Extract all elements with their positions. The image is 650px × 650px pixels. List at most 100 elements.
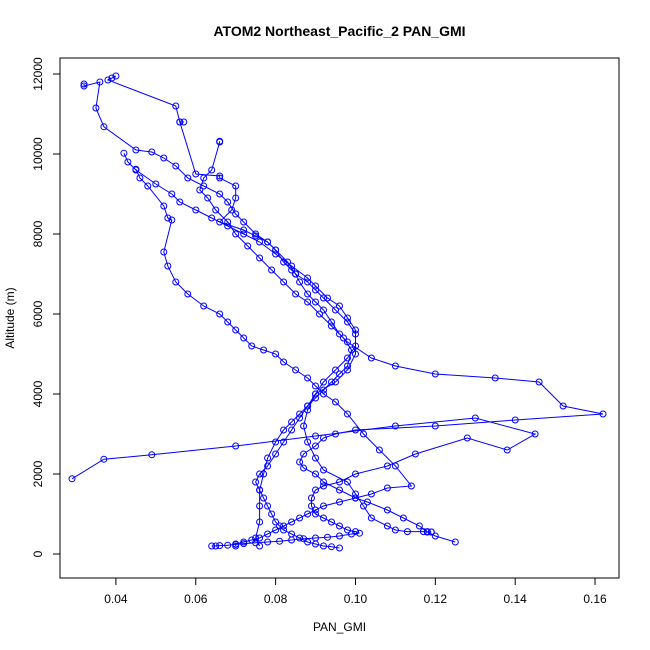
data-point — [320, 514, 327, 522]
data-point — [352, 326, 359, 334]
x-axis: 0.04 0.06 0.08 0.10 0.12 0.14 0.16 — [104, 577, 607, 606]
data-point — [280, 522, 288, 530]
data-point — [296, 458, 304, 466]
data-point — [256, 542, 264, 550]
data-point — [168, 190, 176, 198]
data-point — [280, 526, 288, 534]
data-point — [403, 528, 411, 536]
data-point — [328, 322, 335, 330]
data-point — [112, 72, 120, 80]
data-point — [431, 532, 439, 540]
data-point — [272, 526, 280, 534]
data-point — [304, 438, 312, 446]
data-point — [288, 262, 296, 270]
data-point — [288, 426, 296, 434]
series-line-4 — [123, 152, 356, 549]
data-point — [352, 494, 359, 502]
data-point — [304, 274, 312, 282]
data-point — [260, 346, 268, 354]
series-line-6 — [199, 141, 353, 547]
data-point — [256, 518, 264, 526]
data-point — [200, 174, 208, 182]
data-point — [296, 410, 304, 418]
data-point — [204, 194, 212, 202]
data-point — [240, 538, 248, 546]
x-axis-label: PAN_GMI — [313, 620, 366, 634]
data-point — [176, 118, 184, 126]
data-point — [375, 446, 383, 454]
series-line-1 — [106, 75, 432, 533]
data-point — [391, 526, 399, 534]
data-point — [431, 422, 439, 430]
data-point — [304, 374, 312, 382]
data-point — [491, 374, 499, 382]
data-point — [240, 334, 248, 342]
data-point — [312, 432, 319, 440]
data-point — [272, 450, 280, 458]
data-point — [383, 462, 391, 470]
data-point — [252, 230, 260, 238]
data-point — [324, 533, 331, 541]
data-point — [328, 378, 335, 386]
data-point — [180, 118, 188, 126]
data-point — [148, 148, 156, 156]
data-point — [224, 541, 232, 549]
data-point — [288, 530, 296, 538]
data-point — [92, 104, 100, 112]
y-axis-label: Altitude (m) — [3, 287, 17, 348]
data-point — [320, 294, 327, 302]
data-point — [168, 216, 176, 224]
data-point — [272, 250, 280, 258]
data-point — [344, 526, 351, 534]
data-point — [228, 206, 236, 214]
data-point — [172, 278, 180, 286]
data-point — [208, 542, 216, 550]
data-point — [232, 442, 240, 450]
data-point — [280, 358, 288, 366]
data-point — [344, 338, 351, 346]
data-point — [503, 446, 511, 454]
data-point — [280, 438, 288, 446]
data-point — [272, 350, 280, 358]
data-point — [292, 270, 300, 278]
data-point — [192, 206, 200, 214]
data-point — [160, 248, 168, 256]
data-point — [260, 470, 268, 478]
data-point — [284, 258, 292, 266]
data-point — [108, 74, 116, 82]
data-point — [300, 464, 308, 472]
data-point — [136, 174, 144, 182]
data-point — [312, 394, 319, 402]
data-point — [320, 478, 327, 486]
data-point — [68, 475, 76, 483]
data-point — [320, 542, 327, 550]
data-point — [320, 482, 327, 490]
data-point — [312, 282, 319, 290]
data-point — [292, 290, 300, 298]
data-point — [352, 470, 359, 478]
data-point — [216, 174, 224, 182]
data-point — [535, 378, 543, 386]
data-point — [391, 462, 399, 470]
data-point — [232, 230, 240, 238]
x-tick-label: 0.14 — [504, 592, 528, 606]
data-point — [308, 494, 315, 502]
data-point — [352, 490, 359, 498]
data-point — [312, 390, 319, 398]
data-point — [344, 478, 351, 486]
data-point — [268, 266, 276, 274]
data-point — [216, 218, 224, 226]
data-point — [320, 390, 327, 398]
data-point — [184, 174, 192, 182]
data-point — [336, 478, 343, 486]
data-point — [312, 382, 319, 390]
data-point — [232, 182, 240, 190]
data-point — [332, 398, 339, 406]
data-point — [248, 342, 256, 350]
data-point — [296, 534, 304, 542]
data-point — [256, 534, 264, 542]
data-point — [256, 254, 264, 262]
data-point — [164, 262, 172, 270]
data-point — [320, 386, 327, 394]
